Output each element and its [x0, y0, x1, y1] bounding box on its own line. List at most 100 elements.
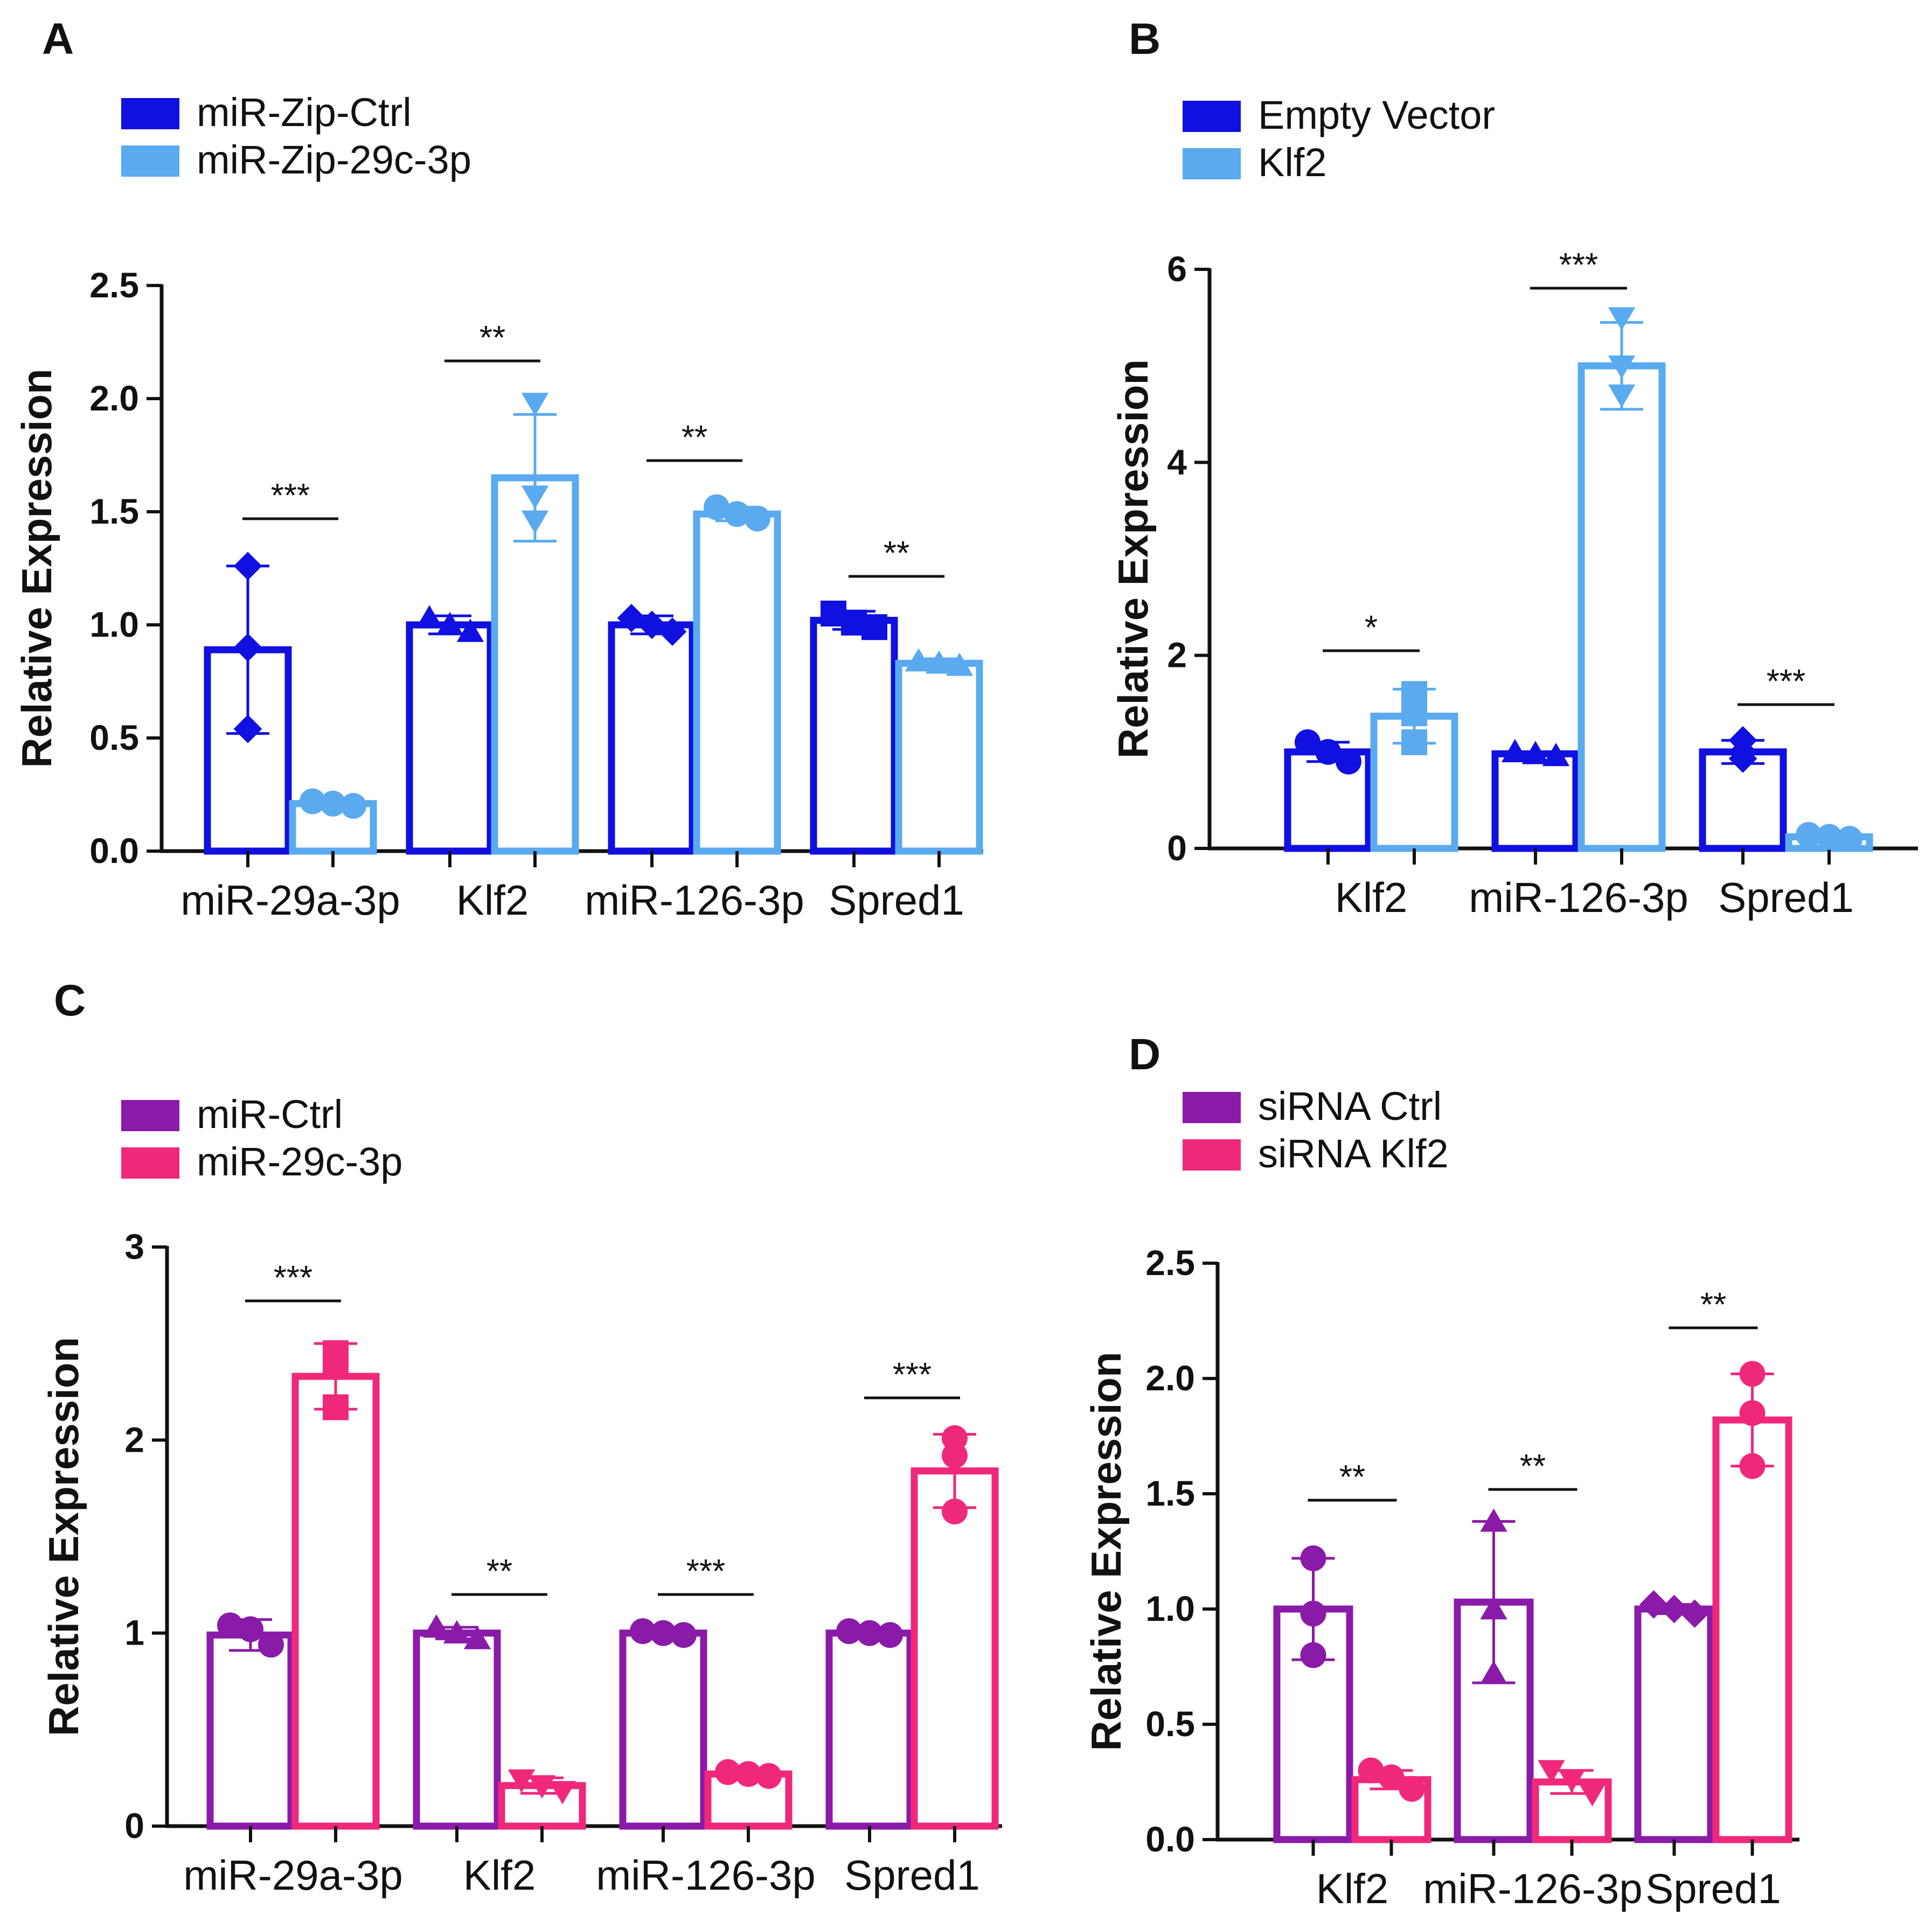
bar — [608, 621, 696, 855]
bar — [1491, 750, 1580, 852]
data-point — [233, 714, 262, 743]
y-tick-label: 2 — [124, 1419, 144, 1459]
panel-letter: A — [42, 15, 74, 64]
data-point — [1837, 826, 1862, 852]
data-point — [521, 510, 549, 534]
x-tick-label: Klf2 — [1335, 874, 1407, 921]
data-point — [1401, 700, 1427, 727]
y-tick-label: 2.5 — [1145, 1243, 1195, 1283]
significance-label: ** — [487, 1553, 512, 1590]
data-point — [320, 790, 346, 817]
x-tick-label: miR-29a-3p — [180, 876, 400, 924]
significance-label: ** — [1700, 1286, 1726, 1324]
significance-label: ** — [1339, 1459, 1365, 1496]
data-point — [1295, 729, 1321, 755]
bar — [693, 510, 781, 855]
legend-label: siRNA Ctrl — [1258, 1084, 1442, 1129]
data-point — [745, 505, 770, 532]
data-point — [323, 1350, 349, 1376]
data-point — [1538, 1760, 1565, 1784]
data-point — [456, 618, 484, 642]
bar — [406, 621, 494, 855]
x-tick-label: miR-126-3p — [596, 1851, 815, 1899]
data-point — [528, 1775, 556, 1799]
data-point — [508, 1769, 536, 1793]
panel-letter: C — [54, 976, 86, 1025]
y-tick-label: 1.0 — [89, 604, 139, 644]
data-point — [658, 617, 687, 646]
y-tick-label: 0.5 — [1145, 1704, 1195, 1744]
legend-label: miR-Zip-29c-3p — [197, 137, 471, 182]
x-tick-label: Spred1 — [1645, 1865, 1781, 1912]
data-point — [1378, 1764, 1405, 1791]
legend-label: Klf2 — [1258, 140, 1327, 185]
y-tick-label: 0 — [1167, 828, 1187, 868]
data-point — [415, 605, 443, 629]
data-point — [671, 1622, 697, 1648]
significance-label: ** — [479, 319, 505, 357]
significance-label: *** — [271, 477, 310, 514]
legend-swatch — [1183, 1092, 1241, 1123]
legend-swatch — [121, 145, 179, 177]
data-point — [1480, 1660, 1507, 1684]
data-point — [1358, 1757, 1384, 1784]
data-point — [1728, 744, 1757, 773]
y-tick-label: 1.5 — [89, 491, 139, 531]
data-point — [1542, 743, 1570, 767]
y-tick-label: 3 — [124, 1227, 144, 1266]
data-point — [861, 614, 887, 640]
bar — [413, 1629, 501, 1830]
data-point — [715, 1759, 741, 1785]
bar — [1577, 362, 1666, 852]
bar — [619, 1629, 707, 1830]
legend-label: Empty Vector — [1258, 93, 1495, 137]
data-point — [735, 1761, 761, 1787]
x-tick-label: Spred1 — [829, 876, 964, 924]
bar — [1634, 1605, 1714, 1843]
data-point — [946, 652, 974, 676]
x-tick-label: miR-126-3p — [1423, 1865, 1642, 1912]
data-point — [1608, 307, 1636, 331]
legend-swatch — [121, 98, 179, 129]
significance-label: *** — [893, 1356, 932, 1394]
bar — [895, 659, 983, 855]
data-point — [217, 1612, 243, 1639]
data-point — [836, 1618, 862, 1645]
data-point — [521, 393, 549, 416]
data-point — [323, 1394, 349, 1420]
data-point — [1608, 355, 1636, 379]
significance-label: *** — [274, 1259, 312, 1297]
data-point — [877, 1622, 903, 1648]
legend-label: miR-Zip-Ctrl — [197, 90, 412, 135]
data-point — [258, 1632, 284, 1658]
data-point — [1796, 821, 1822, 848]
significance-label: ** — [1520, 1448, 1546, 1485]
data-point — [1680, 1599, 1709, 1628]
data-point — [1579, 1783, 1606, 1807]
y-tick-label: 0.5 — [89, 718, 139, 757]
panel-letter: D — [1129, 1030, 1160, 1079]
data-point — [422, 1614, 450, 1638]
data-point — [1336, 748, 1361, 775]
x-tick-label: Spred1 — [1718, 874, 1854, 921]
y-axis-label: Relative Expression — [1082, 1352, 1130, 1751]
data-point — [1521, 741, 1549, 764]
data-point — [1300, 1642, 1326, 1668]
data-point — [233, 633, 262, 662]
data-point — [1401, 729, 1427, 755]
y-tick-label: 1 — [124, 1613, 144, 1653]
significance-label: * — [1365, 609, 1378, 646]
data-point — [238, 1616, 263, 1642]
x-tick-label: Spred1 — [844, 1851, 980, 1899]
data-point — [1480, 1508, 1507, 1532]
x-tick-label: miR-126-3p — [585, 876, 804, 924]
y-axis-label: Relative Expression — [13, 368, 60, 768]
y-tick-label: 0 — [124, 1806, 144, 1846]
y-tick-label: 1.5 — [1145, 1473, 1195, 1513]
data-point — [942, 1498, 968, 1524]
data-point — [704, 494, 729, 520]
panel-letter: B — [1129, 15, 1160, 64]
data-point — [905, 648, 933, 672]
data-point — [300, 788, 325, 814]
